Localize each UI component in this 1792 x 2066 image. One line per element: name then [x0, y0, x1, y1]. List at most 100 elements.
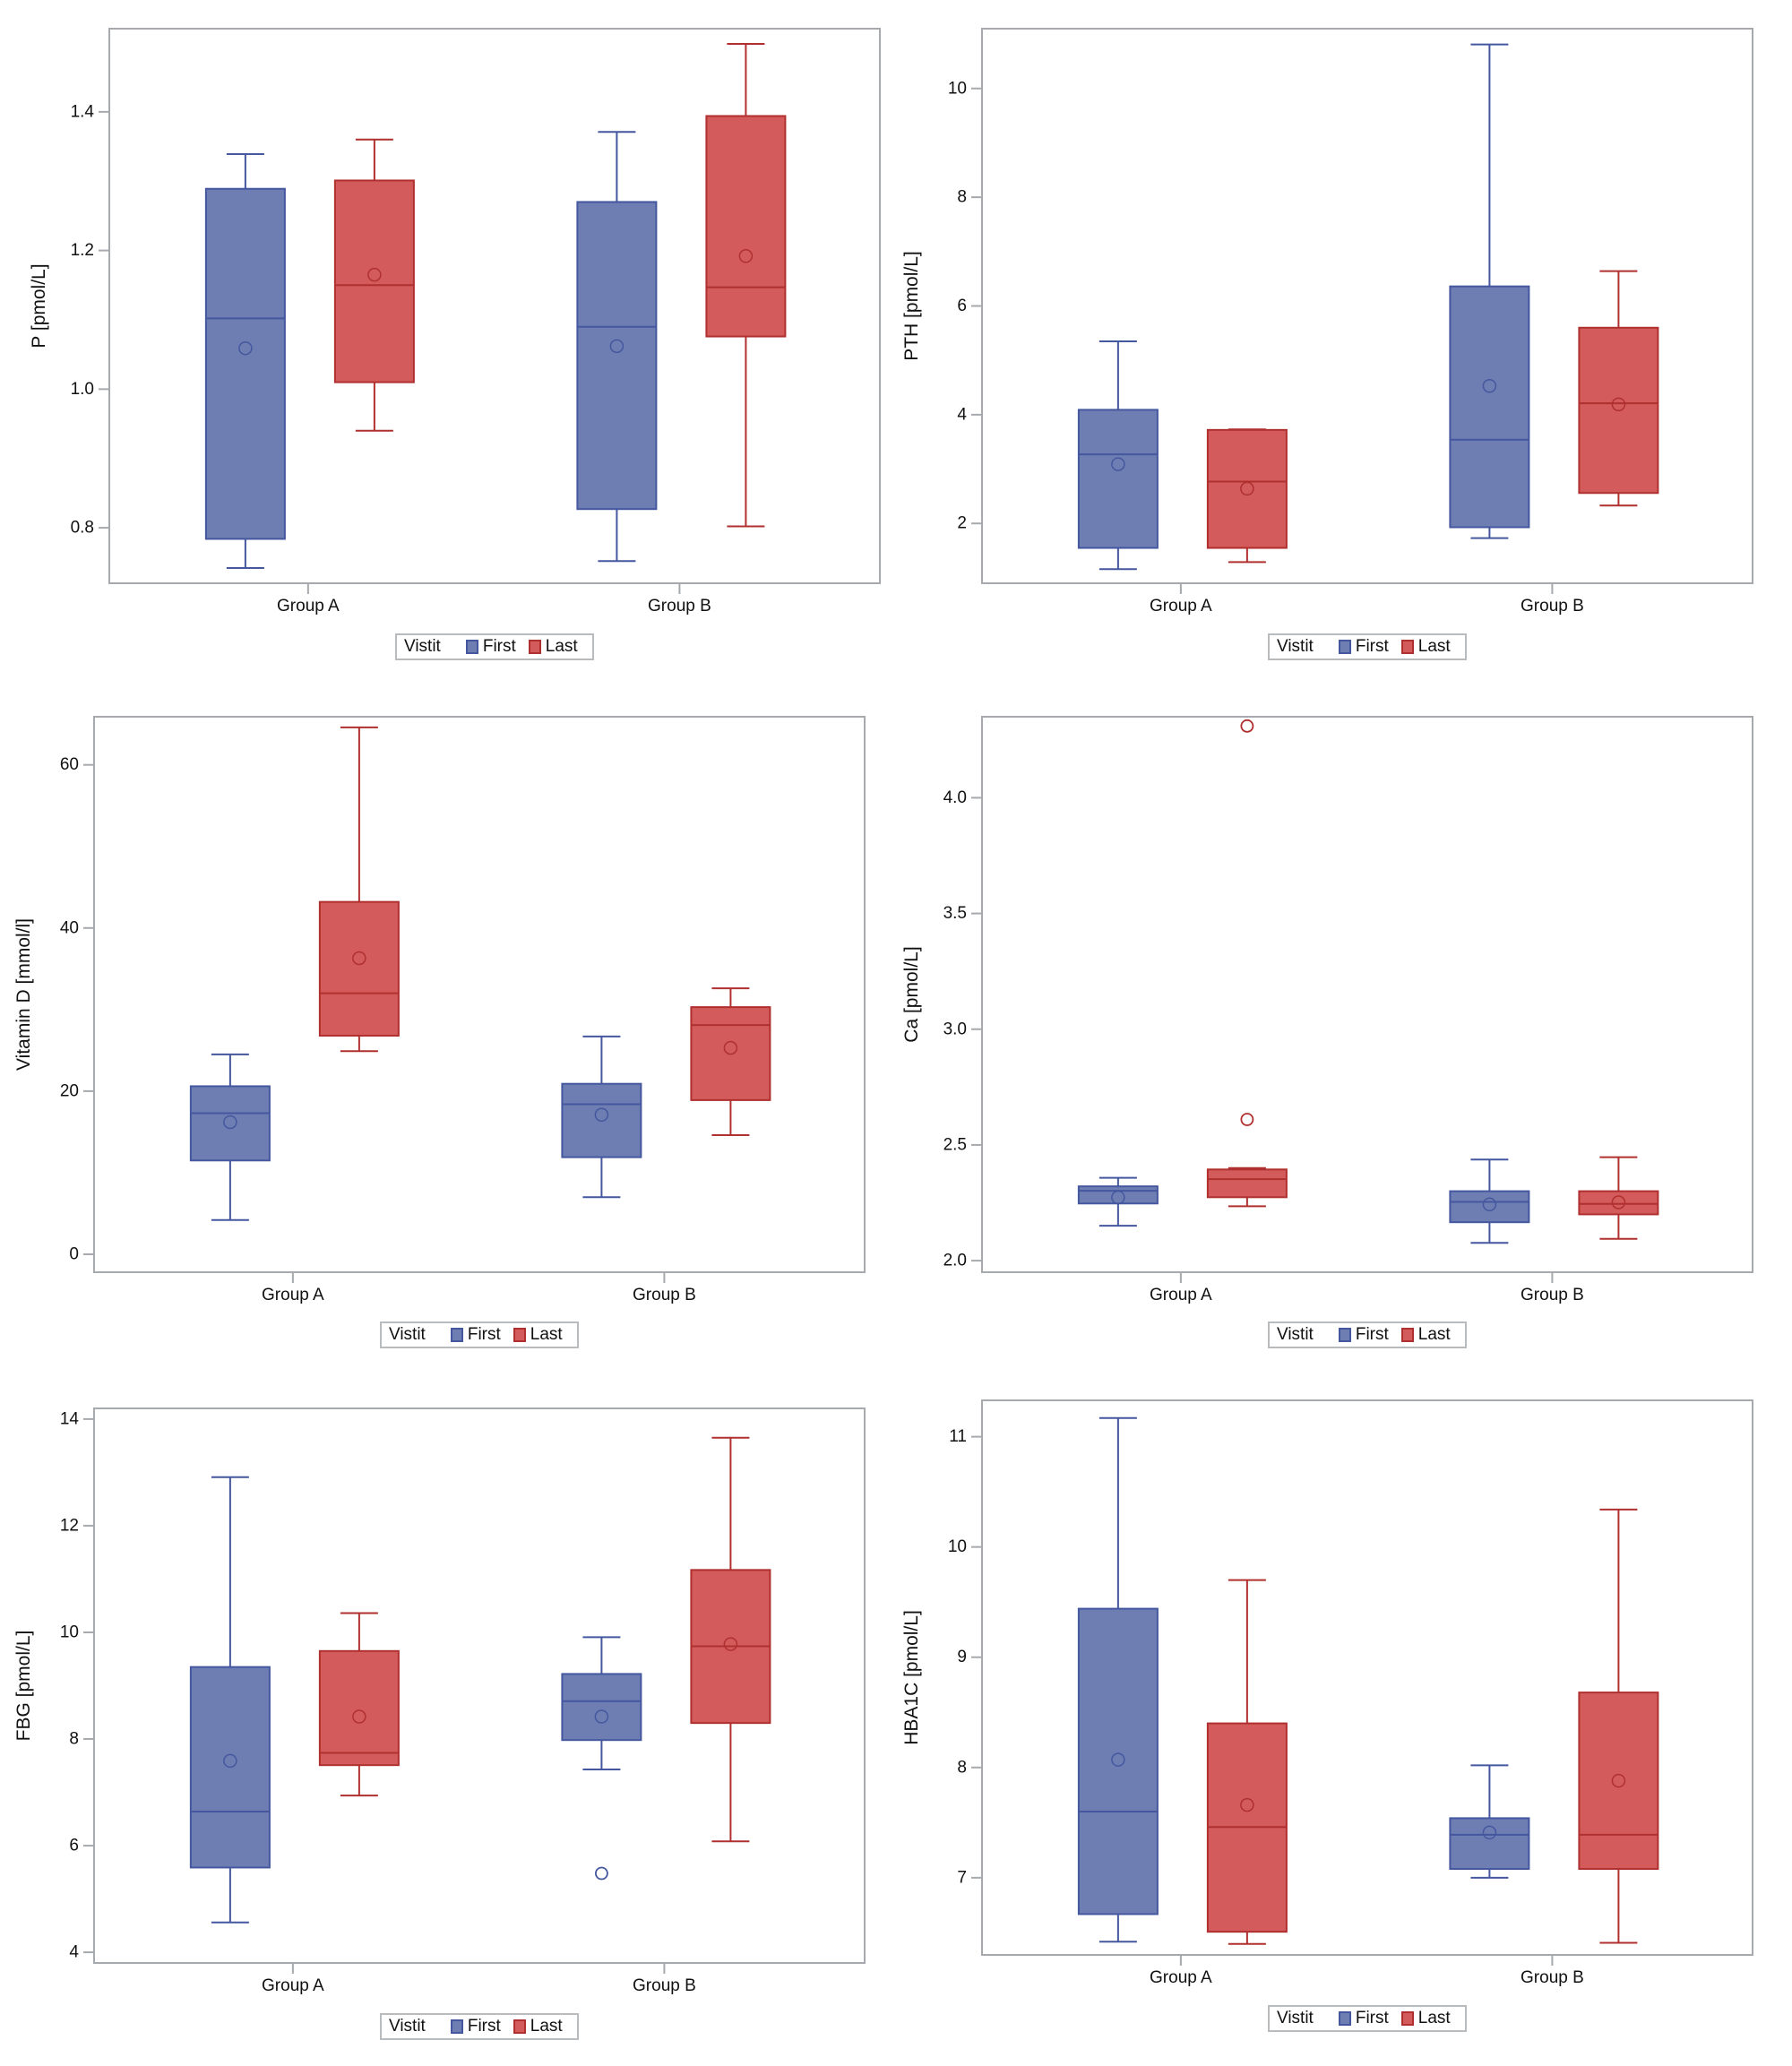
legend-swatch [528, 640, 541, 654]
mean-marker [723, 1637, 738, 1651]
box-last-group-b [1578, 1508, 1659, 1944]
y-tick-label: 6 [69, 1837, 79, 1855]
legend-swatch [1400, 640, 1414, 654]
mean-marker [223, 1115, 237, 1130]
box-last-group-b [1578, 270, 1659, 507]
legend-swatch [1338, 1328, 1351, 1342]
mean-marker [367, 267, 382, 282]
x-category-label: Group A [262, 1976, 324, 1995]
legend-label: First [467, 2017, 501, 2036]
legend-label: Last [530, 2017, 563, 2036]
chart-vitamin-d-group: 0 20 40 60 Vitamin D [mmol/l] Group A Group B [13, 716, 866, 1304]
y-tick-label: 1.0 [71, 380, 94, 399]
box-first-group-a [1077, 340, 1159, 571]
mean-marker [594, 1709, 609, 1724]
legend-entry-last: Last [1400, 1325, 1451, 1345]
mean-marker [594, 1107, 609, 1123]
legend: Vistit First Last [380, 1321, 579, 1348]
outlier-point [1240, 1113, 1254, 1126]
legend-swatch [1400, 2011, 1414, 2026]
box-first-group-b [1449, 43, 1530, 539]
x-category-label: Group A [1150, 597, 1212, 615]
legend-label: First [1355, 637, 1389, 656]
mean-marker [1482, 1825, 1497, 1840]
legend-title: Vistit [1277, 2009, 1314, 2027]
iqr-box [1578, 1190, 1659, 1216]
x-category-label: Group A [1150, 1286, 1212, 1304]
legend-entry-first: First [450, 1325, 501, 1345]
mean-marker [1611, 397, 1626, 412]
y-tick-label: 3.0 [943, 1020, 967, 1038]
box-first-group-a [189, 1476, 271, 1924]
legend-entry-last: Last [1400, 2009, 1451, 2028]
legend-title: Vistit [1277, 637, 1314, 656]
box-first-group-a [204, 153, 286, 569]
mean-marker [352, 951, 366, 966]
y-axis-label: HBA1C [pmol/L] [901, 1610, 922, 1745]
legend-swatch [450, 2019, 463, 2034]
iqr-box [189, 1085, 271, 1162]
y-tick-label: 0.8 [71, 519, 94, 538]
box-last-group-a [333, 138, 415, 432]
iqr-box [1206, 1168, 1288, 1199]
iqr-box [576, 201, 658, 511]
legend: Vistit First Last [1268, 1321, 1467, 1348]
legend-entry-first: First [1338, 2009, 1389, 2028]
mean-marker [723, 1040, 738, 1055]
y-tick-label: 1.2 [71, 241, 94, 260]
legend-entry-first: First [450, 2017, 501, 2036]
legend-label: First [467, 1325, 501, 1344]
box-first-group-a [1077, 1176, 1159, 1227]
legend-entry-first: First [1338, 1325, 1389, 1345]
legend-title: Vistit [389, 2017, 426, 2036]
iqr-box [1206, 428, 1288, 549]
y-axis-label: Ca [pmol/L] [901, 946, 922, 1042]
iqr-box [1449, 1190, 1530, 1224]
mean-marker [223, 1753, 237, 1769]
y-tick-label: 2.0 [943, 1252, 967, 1270]
y-tick-label: 6 [957, 297, 967, 315]
mean-marker [1111, 1752, 1125, 1767]
legend-label: Last [1417, 637, 1451, 656]
box-last-group-b [690, 987, 771, 1137]
legend-entry-last: Last [528, 637, 578, 657]
chart-fbg-group: 4 6 8 10 12 14 FBG [pmol/L] Group A Group B [13, 1407, 866, 1995]
iqr-box [1077, 1607, 1159, 1915]
legend-entry-first: First [465, 637, 516, 657]
box-last-group-b [1578, 1156, 1659, 1240]
legend-swatch [513, 2019, 526, 2034]
legend-title: Vistit [404, 637, 441, 656]
y-tick-label: 8 [957, 1758, 967, 1777]
outlier-point [595, 1866, 608, 1881]
x-category-label: Group B [1521, 1968, 1584, 1987]
box-first-group-b [576, 131, 658, 563]
chart-ca-group: 2.0 2.5 3.0 3.5 4.0 Ca [pmol/L] Group A Group B [901, 716, 1753, 1304]
y-axis-label: Vitamin D [mmol/l] [13, 918, 34, 1071]
y-axis-label: P [pmol/L] [29, 263, 49, 348]
mean-marker [738, 249, 754, 263]
legend-entry-first: First [1338, 637, 1389, 657]
legend-swatch [465, 640, 478, 654]
mean-marker [1611, 1773, 1626, 1788]
mean-marker [1240, 1797, 1254, 1812]
iqr-box [318, 1649, 400, 1767]
iqr-box [1578, 1692, 1659, 1871]
mean-marker [1111, 1190, 1125, 1205]
x-category-label: Group B [648, 597, 711, 615]
outlier-point [1240, 719, 1254, 733]
box-last-group-b [690, 1436, 771, 1843]
legend: Vistit First Last [1268, 633, 1467, 660]
legend-swatch [1338, 2011, 1351, 2026]
legend-title: Vistit [389, 1325, 426, 1344]
box-first-group-b [561, 1636, 642, 1881]
y-tick-label: 4 [957, 405, 967, 424]
iqr-box [1077, 1185, 1159, 1205]
box-last-group-a [1206, 428, 1288, 564]
legend-entry-last: Last [1400, 637, 1451, 657]
mean-marker [238, 340, 253, 356]
box-last-group-a [318, 726, 400, 1053]
chart-hba1c-group: 7 8 9 10 11 HBA1C [pmol/L] Group A Group B [901, 1399, 1753, 1987]
y-tick-label: 20 [60, 1081, 79, 1100]
legend-entry-last: Last [513, 1325, 563, 1345]
